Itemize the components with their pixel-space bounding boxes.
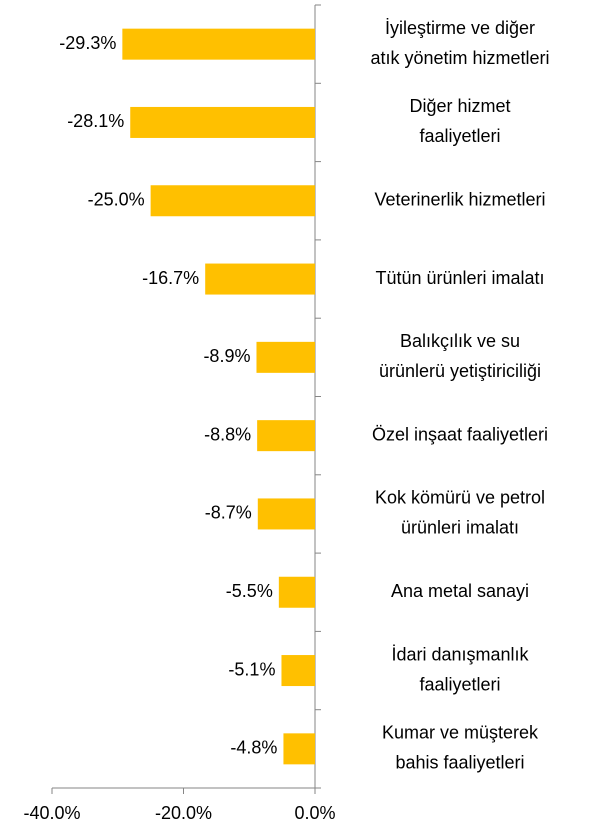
category-label: Kumar ve müşterek	[382, 723, 539, 743]
category-label: Özel inşaat faaliyetleri	[372, 424, 548, 444]
category-label: ürünlerü yetiştiriciliği	[379, 361, 541, 381]
bar	[257, 498, 315, 530]
x-tick-label: -40.0%	[23, 803, 80, 823]
value-label: -8.9%	[203, 346, 250, 366]
value-label: -8.8%	[204, 424, 251, 444]
value-label: -28.1%	[67, 111, 124, 131]
value-label: -5.5%	[226, 581, 273, 601]
category-label: Balıkçılık ve su	[400, 331, 520, 351]
bar	[278, 576, 315, 608]
bar	[130, 106, 315, 138]
category-label: faaliyetleri	[419, 674, 500, 694]
category-label: bahis faaliyetleri	[395, 753, 524, 773]
category-label: Diğer hizmet	[409, 96, 510, 116]
category-label: Ana metal sanayi	[391, 581, 529, 601]
category-label: Veterinerlik hizmetleri	[374, 190, 545, 210]
value-label: -4.8%	[230, 738, 277, 758]
value-label: -16.7%	[142, 268, 199, 288]
x-tick-label: -20.0%	[155, 803, 212, 823]
bar	[283, 733, 315, 765]
category-label: atık yönetim hizmetleri	[370, 48, 549, 68]
value-label: -25.0%	[88, 190, 145, 210]
value-label: -29.3%	[59, 33, 116, 53]
bar	[205, 263, 315, 295]
category-label: İyileştirme ve diğer	[385, 18, 535, 38]
category-label: Kok kömürü ve petrol	[375, 488, 545, 508]
bar	[257, 420, 315, 452]
value-label: -8.7%	[205, 503, 252, 523]
category-label: İdari danışmanlık	[391, 644, 529, 664]
category-label: faaliyetleri	[419, 126, 500, 146]
x-tick-label: 0.0%	[294, 803, 335, 823]
bar	[150, 185, 315, 217]
category-label: Tütün ürünleri imalatı	[375, 268, 544, 288]
bar	[256, 341, 315, 373]
category-label: ürünleri imalatı	[401, 518, 519, 538]
bar	[281, 655, 315, 687]
value-label: -5.1%	[228, 659, 275, 679]
bar	[122, 28, 315, 60]
